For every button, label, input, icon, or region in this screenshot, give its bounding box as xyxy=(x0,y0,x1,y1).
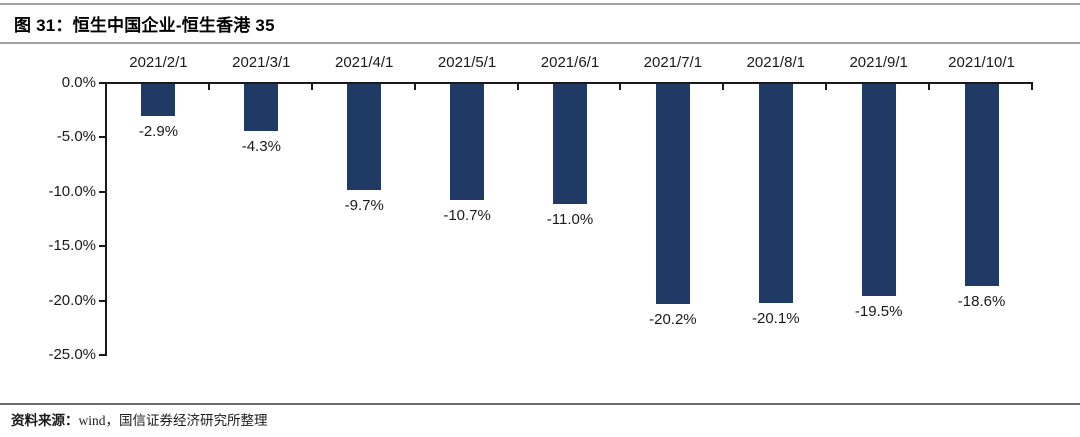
bar-value-label: -10.7% xyxy=(443,207,491,225)
bar xyxy=(141,84,176,116)
x-axis-tick xyxy=(1031,84,1033,90)
bar xyxy=(553,84,587,204)
x-axis-label: 2021/4/1 xyxy=(335,54,394,71)
y-axis-tick xyxy=(99,354,105,356)
bar xyxy=(964,84,999,287)
x-axis-label: 2021/7/1 xyxy=(643,54,703,71)
x-axis-label: 2021/9/1 xyxy=(849,54,908,71)
top-divider xyxy=(0,3,1080,5)
source-label: 资料来源： xyxy=(11,413,79,428)
bar-value-label: -19.5% xyxy=(854,303,903,321)
x-axis-tick xyxy=(310,84,313,90)
y-axis-label: 0.0% xyxy=(61,74,96,91)
bar-value-label: -11.0% xyxy=(546,210,594,228)
x-axis-tick xyxy=(825,84,828,90)
x-axis-label: 2021/5/1 xyxy=(437,54,497,71)
bar-value-label: -9.7% xyxy=(344,196,384,214)
source-text: wind，国信证券经济研究所整理 xyxy=(78,413,268,428)
x-axis-tick xyxy=(619,84,622,90)
bar-value-label: -2.9% xyxy=(138,122,179,140)
bar-value-label: -4.3% xyxy=(241,137,281,155)
source-note: 资料来源：wind，国信证券经济研究所整理 xyxy=(11,409,268,429)
x-axis-label: 2021/6/1 xyxy=(540,54,600,71)
x-axis-label: 2021/3/1 xyxy=(232,54,291,71)
y-axis-tick xyxy=(99,299,105,302)
x-axis-label: 2021/10/1 xyxy=(948,54,1015,71)
x-axis-line xyxy=(105,82,1033,84)
bar xyxy=(450,84,485,201)
y-axis-tick xyxy=(99,245,105,248)
title-divider xyxy=(0,42,1080,44)
x-axis-tick xyxy=(928,84,931,90)
x-axis-tick xyxy=(413,84,416,90)
footer-divider xyxy=(0,403,1080,405)
bar-value-label: -20.2% xyxy=(649,310,697,328)
bar xyxy=(758,84,793,303)
x-axis-label: 2021/2/1 xyxy=(129,54,188,71)
x-axis-label: 2021/8/1 xyxy=(746,54,805,71)
bar xyxy=(655,84,690,304)
bar xyxy=(244,84,279,131)
y-axis-label: -25.0% xyxy=(48,346,96,363)
y-axis-tick xyxy=(99,136,105,139)
y-axis-tick xyxy=(99,82,105,84)
x-axis-tick xyxy=(105,84,107,90)
bar xyxy=(861,84,896,297)
x-axis-tick xyxy=(207,84,210,90)
y-axis-label: -20.0% xyxy=(48,291,96,309)
y-axis-tick xyxy=(99,190,105,193)
y-axis-label: -15.0% xyxy=(48,237,96,255)
figure-title: 图 31：恒生中国企业-恒生香港 35 xyxy=(14,16,275,35)
x-axis-tick xyxy=(722,84,725,90)
y-axis-line xyxy=(105,82,107,356)
bar-value-label: -18.6% xyxy=(957,293,1006,311)
x-axis-tick xyxy=(516,84,519,90)
y-axis-label: -10.0% xyxy=(48,182,96,200)
bar xyxy=(347,84,382,190)
bar-value-label: -20.1% xyxy=(752,309,800,327)
y-axis-label: -5.0% xyxy=(56,128,96,146)
